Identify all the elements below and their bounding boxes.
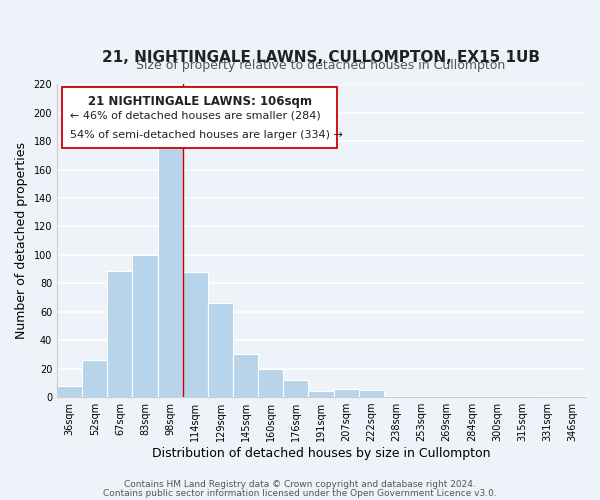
Bar <box>208 303 233 397</box>
Bar <box>158 148 183 397</box>
Bar <box>133 255 158 397</box>
Y-axis label: Number of detached properties: Number of detached properties <box>15 142 28 339</box>
Bar <box>82 360 107 397</box>
Bar <box>258 368 283 397</box>
Bar <box>359 390 384 397</box>
Bar <box>535 396 560 397</box>
Bar <box>308 392 334 397</box>
Bar <box>183 272 208 397</box>
X-axis label: Distribution of detached houses by size in Cullompton: Distribution of detached houses by size … <box>152 447 490 460</box>
Bar <box>334 388 359 397</box>
Text: Contains HM Land Registry data © Crown copyright and database right 2024.: Contains HM Land Registry data © Crown c… <box>124 480 476 489</box>
Text: Size of property relative to detached houses in Cullompton: Size of property relative to detached ho… <box>136 58 506 71</box>
Bar <box>107 270 133 397</box>
Text: 21 NIGHTINGALE LAWNS: 106sqm: 21 NIGHTINGALE LAWNS: 106sqm <box>88 95 311 108</box>
FancyBboxPatch shape <box>62 88 337 148</box>
Text: ← 46% of detached houses are smaller (284): ← 46% of detached houses are smaller (28… <box>70 111 321 121</box>
Bar <box>233 354 258 397</box>
Bar <box>283 380 308 397</box>
Text: 54% of semi-detached houses are larger (334) →: 54% of semi-detached houses are larger (… <box>70 130 343 140</box>
Text: Contains public sector information licensed under the Open Government Licence v3: Contains public sector information licen… <box>103 488 497 498</box>
Bar <box>57 386 82 397</box>
Title: 21, NIGHTINGALE LAWNS, CULLOMPTON, EX15 1UB: 21, NIGHTINGALE LAWNS, CULLOMPTON, EX15 … <box>102 50 540 65</box>
